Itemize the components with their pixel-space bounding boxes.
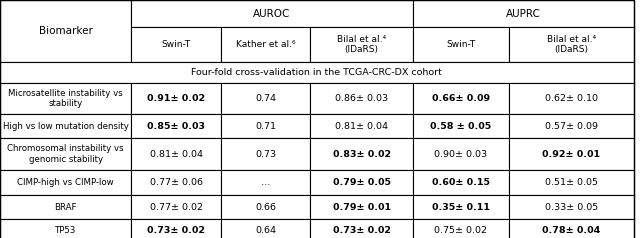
Bar <box>413 195 509 219</box>
Bar <box>509 138 634 170</box>
Bar <box>413 170 509 195</box>
Bar <box>509 27 634 62</box>
Bar <box>221 114 310 138</box>
Text: …: … <box>261 178 270 187</box>
Bar <box>509 195 634 219</box>
Text: 0.92± 0.01: 0.92± 0.01 <box>542 150 600 159</box>
Text: 0.77± 0.02: 0.77± 0.02 <box>150 203 202 212</box>
Bar <box>0 114 131 138</box>
Bar <box>221 138 310 170</box>
Text: 0.51± 0.05: 0.51± 0.05 <box>545 178 598 187</box>
Bar <box>310 195 413 219</box>
Bar <box>413 114 509 138</box>
Text: Microsatellite instability vs
stability: Microsatellite instability vs stability <box>8 89 123 109</box>
Text: Chromosomal instability vs
genomic stability: Chromosomal instability vs genomic stabi… <box>7 144 124 164</box>
Bar <box>413 0 634 27</box>
Text: 0.71: 0.71 <box>255 122 276 131</box>
Text: 0.77± 0.06: 0.77± 0.06 <box>150 178 202 187</box>
Bar <box>131 219 221 238</box>
Text: 0.60± 0.15: 0.60± 0.15 <box>432 178 490 187</box>
Bar <box>221 195 310 219</box>
Text: 0.74: 0.74 <box>255 94 276 103</box>
Text: 0.86± 0.03: 0.86± 0.03 <box>335 94 388 103</box>
Bar <box>131 138 221 170</box>
Text: AUPRC: AUPRC <box>506 9 541 19</box>
Bar <box>221 83 310 114</box>
Bar <box>131 83 221 114</box>
Bar <box>310 83 413 114</box>
Text: 0.79± 0.01: 0.79± 0.01 <box>333 203 390 212</box>
Text: 0.73± 0.02: 0.73± 0.02 <box>333 226 390 235</box>
Bar <box>310 27 413 62</box>
Text: 0.75± 0.02: 0.75± 0.02 <box>435 226 487 235</box>
Bar <box>413 27 509 62</box>
Text: Bilal et al.⁴
(IDaRS): Bilal et al.⁴ (IDaRS) <box>337 35 386 54</box>
Bar <box>0 170 131 195</box>
Text: AUROC: AUROC <box>253 9 291 19</box>
Bar <box>413 83 509 114</box>
Text: 0.83± 0.02: 0.83± 0.02 <box>333 150 390 159</box>
Bar <box>131 27 221 62</box>
Bar <box>221 219 310 238</box>
Bar <box>310 170 413 195</box>
Text: CIMP-high vs CIMP-low: CIMP-high vs CIMP-low <box>17 178 114 187</box>
Bar <box>0 138 131 170</box>
Text: 0.81± 0.04: 0.81± 0.04 <box>150 150 202 159</box>
Bar <box>131 195 221 219</box>
Text: TP53: TP53 <box>55 226 76 235</box>
Text: Biomarker: Biomarker <box>38 26 93 36</box>
Bar <box>509 219 634 238</box>
Bar <box>131 114 221 138</box>
Text: 0.85± 0.03: 0.85± 0.03 <box>147 122 205 131</box>
Bar <box>0 219 131 238</box>
Text: 0.35± 0.11: 0.35± 0.11 <box>432 203 490 212</box>
Text: 0.78± 0.04: 0.78± 0.04 <box>542 226 600 235</box>
Text: Four-fold cross-validation in the TCGA-CRC-DX cohort: Four-fold cross-validation in the TCGA-C… <box>191 68 442 77</box>
Text: Kather et al.⁶: Kather et al.⁶ <box>236 40 296 49</box>
Bar <box>0 195 131 219</box>
Bar <box>0 83 131 114</box>
Text: 0.66± 0.09: 0.66± 0.09 <box>432 94 490 103</box>
Bar <box>310 138 413 170</box>
Text: 0.79± 0.05: 0.79± 0.05 <box>333 178 390 187</box>
Bar <box>310 114 413 138</box>
Bar <box>131 170 221 195</box>
Bar <box>131 0 413 27</box>
Text: 0.64: 0.64 <box>255 226 276 235</box>
Text: High vs low mutation density: High vs low mutation density <box>3 122 129 131</box>
Text: 0.66: 0.66 <box>255 203 276 212</box>
Bar <box>221 27 310 62</box>
Text: 0.58 ± 0.05: 0.58 ± 0.05 <box>430 122 492 131</box>
Text: 0.90± 0.03: 0.90± 0.03 <box>434 150 488 159</box>
Text: 0.33± 0.05: 0.33± 0.05 <box>545 203 598 212</box>
Bar <box>221 170 310 195</box>
Bar <box>509 114 634 138</box>
Bar <box>310 219 413 238</box>
Bar <box>509 83 634 114</box>
Text: 0.91± 0.02: 0.91± 0.02 <box>147 94 205 103</box>
Text: Bilal et al.⁴
(IDaRS): Bilal et al.⁴ (IDaRS) <box>547 35 596 54</box>
Text: 0.73: 0.73 <box>255 150 276 159</box>
Text: 0.81± 0.04: 0.81± 0.04 <box>335 122 388 131</box>
Text: 0.57± 0.09: 0.57± 0.09 <box>545 122 598 131</box>
Bar <box>0 0 131 62</box>
Text: BRAF: BRAF <box>54 203 77 212</box>
Bar <box>509 170 634 195</box>
Text: Swin-T: Swin-T <box>161 40 191 49</box>
Text: Swin-T: Swin-T <box>446 40 476 49</box>
Bar <box>413 138 509 170</box>
Bar <box>413 219 509 238</box>
Bar <box>0 62 634 83</box>
Text: 0.62± 0.10: 0.62± 0.10 <box>545 94 598 103</box>
Text: 0.73± 0.02: 0.73± 0.02 <box>147 226 205 235</box>
